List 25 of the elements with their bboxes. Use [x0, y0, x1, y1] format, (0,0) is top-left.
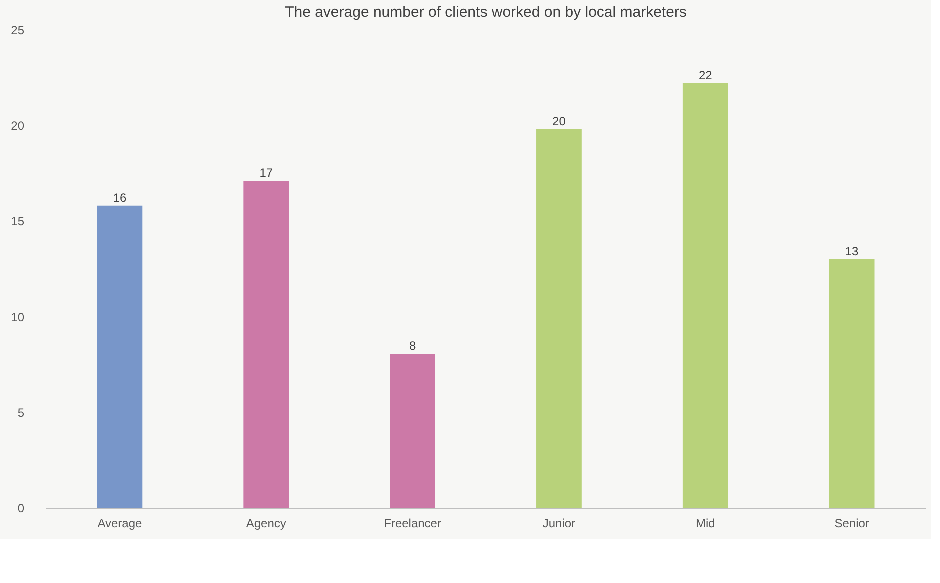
chart-title: The average number of clients worked on by local marketers	[285, 4, 687, 21]
data-label: 16	[113, 190, 127, 205]
x-tick-label: Junior	[542, 516, 576, 530]
y-tick-label: 25	[11, 24, 25, 38]
bar	[682, 84, 728, 508]
x-tick-label: Mid	[696, 516, 716, 530]
y-tick-label: 5	[18, 406, 25, 420]
data-label: 22	[698, 68, 713, 83]
bar	[829, 259, 875, 508]
data-label: 13	[845, 244, 860, 258]
bar	[536, 129, 582, 508]
data-label: 20	[552, 114, 566, 128]
y-tick-label: 0	[18, 502, 25, 516]
x-tick-label: Average	[98, 516, 143, 530]
bar	[244, 181, 290, 508]
x-tick-label: Senior	[834, 516, 870, 530]
data-label: 8	[409, 339, 416, 354]
y-tick-label: 20	[11, 119, 25, 134]
bar	[390, 354, 436, 508]
y-tick-label: 15	[11, 214, 25, 229]
y-tick-label: 10	[11, 310, 25, 324]
data-label: 17	[260, 166, 274, 180]
x-tick-label: Agency	[246, 516, 286, 530]
bar	[97, 206, 143, 508]
x-tick-label: Freelancer	[384, 516, 442, 530]
